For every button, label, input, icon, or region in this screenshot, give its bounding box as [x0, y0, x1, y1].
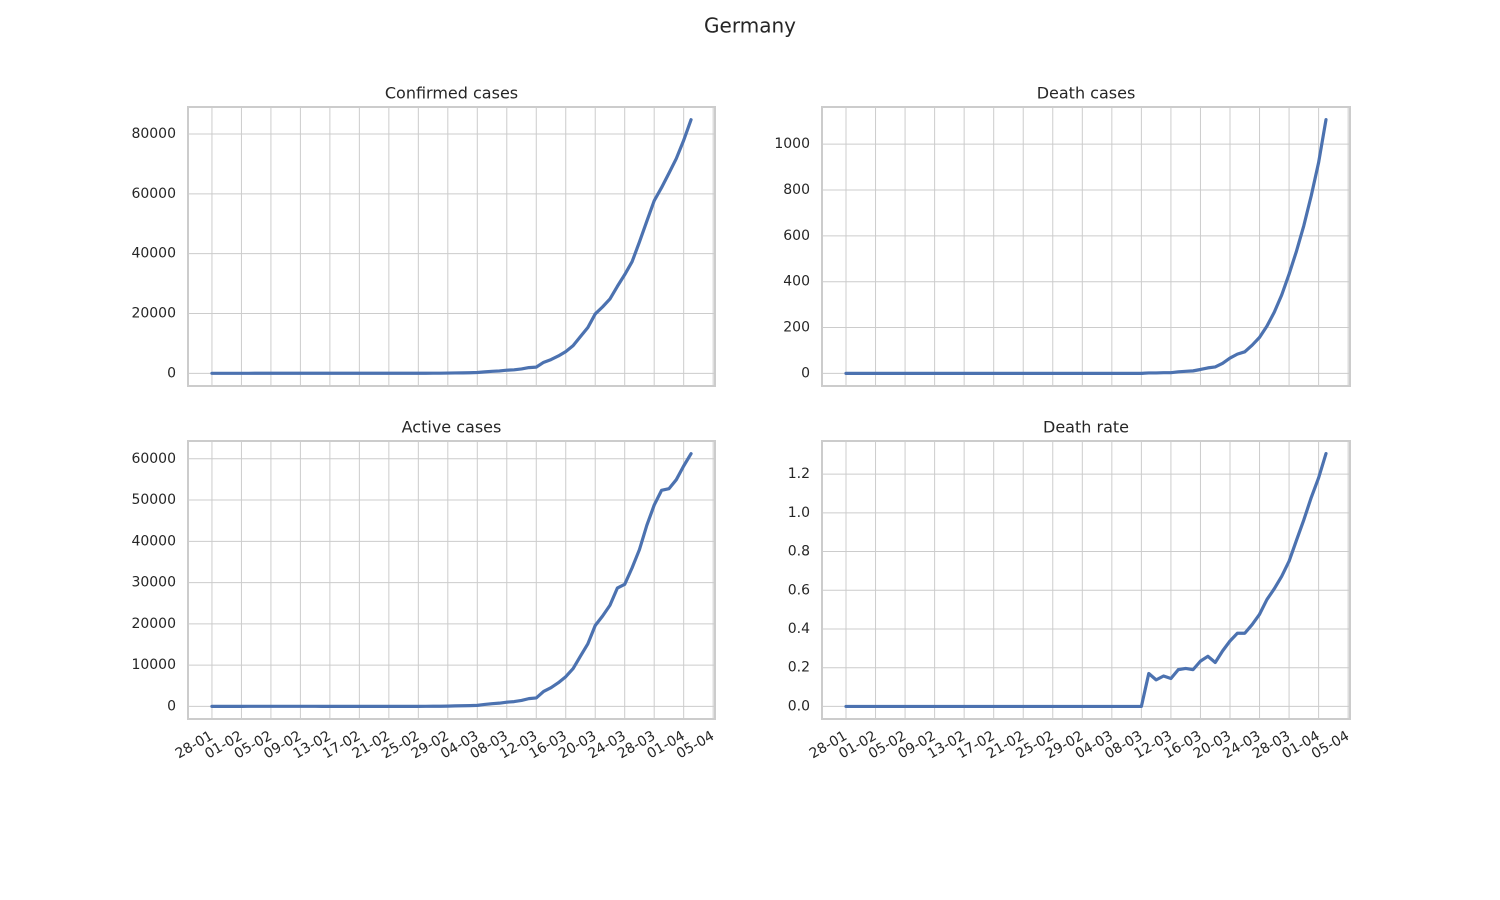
y-tick-label: 20000 — [131, 305, 176, 321]
y-tick-label: 400 — [783, 274, 810, 290]
y-tick-label: 60000 — [131, 451, 176, 467]
data-line — [210, 452, 693, 708]
axes-frame — [187, 440, 716, 720]
y-tick-label: 0.2 — [788, 660, 810, 676]
subplot-title: Death rate — [1043, 418, 1129, 437]
subplot-title: Death cases — [1037, 84, 1136, 103]
y-tick-label: 80000 — [131, 126, 176, 142]
y-tick-label: 1000 — [774, 136, 810, 152]
figure-title: Germany — [704, 14, 796, 38]
y-tick-label: 10000 — [131, 657, 176, 673]
y-tick-label: 1.0 — [788, 505, 810, 521]
y-tick-label: 30000 — [131, 575, 176, 591]
axes-frame — [821, 440, 1351, 720]
y-tick-label: 0.0 — [788, 698, 810, 714]
data-line — [210, 118, 693, 375]
y-tick-label: 0 — [167, 365, 176, 381]
y-tick-label: 40000 — [131, 533, 176, 549]
y-tick-label: 0 — [801, 365, 810, 381]
y-tick-label: 1.2 — [788, 466, 810, 482]
data-line — [844, 118, 1328, 375]
y-tick-label: 0 — [167, 698, 176, 714]
y-tick-label: 800 — [783, 182, 810, 198]
y-tick-label: 40000 — [131, 246, 176, 262]
axes-frame — [187, 106, 716, 387]
y-tick-label: 20000 — [131, 616, 176, 632]
subplot-title: Confirmed cases — [385, 84, 518, 103]
y-tick-label: 50000 — [131, 492, 176, 508]
y-tick-label: 0.8 — [788, 544, 810, 560]
subplot-title: Active cases — [402, 418, 502, 437]
data-line — [844, 451, 1328, 709]
y-tick-label: 0.6 — [788, 582, 810, 598]
axes-frame — [821, 106, 1351, 387]
y-tick-label: 200 — [783, 320, 810, 336]
y-tick-label: 60000 — [131, 186, 176, 202]
y-tick-label: 0.4 — [788, 621, 810, 637]
y-tick-label: 600 — [783, 228, 810, 244]
